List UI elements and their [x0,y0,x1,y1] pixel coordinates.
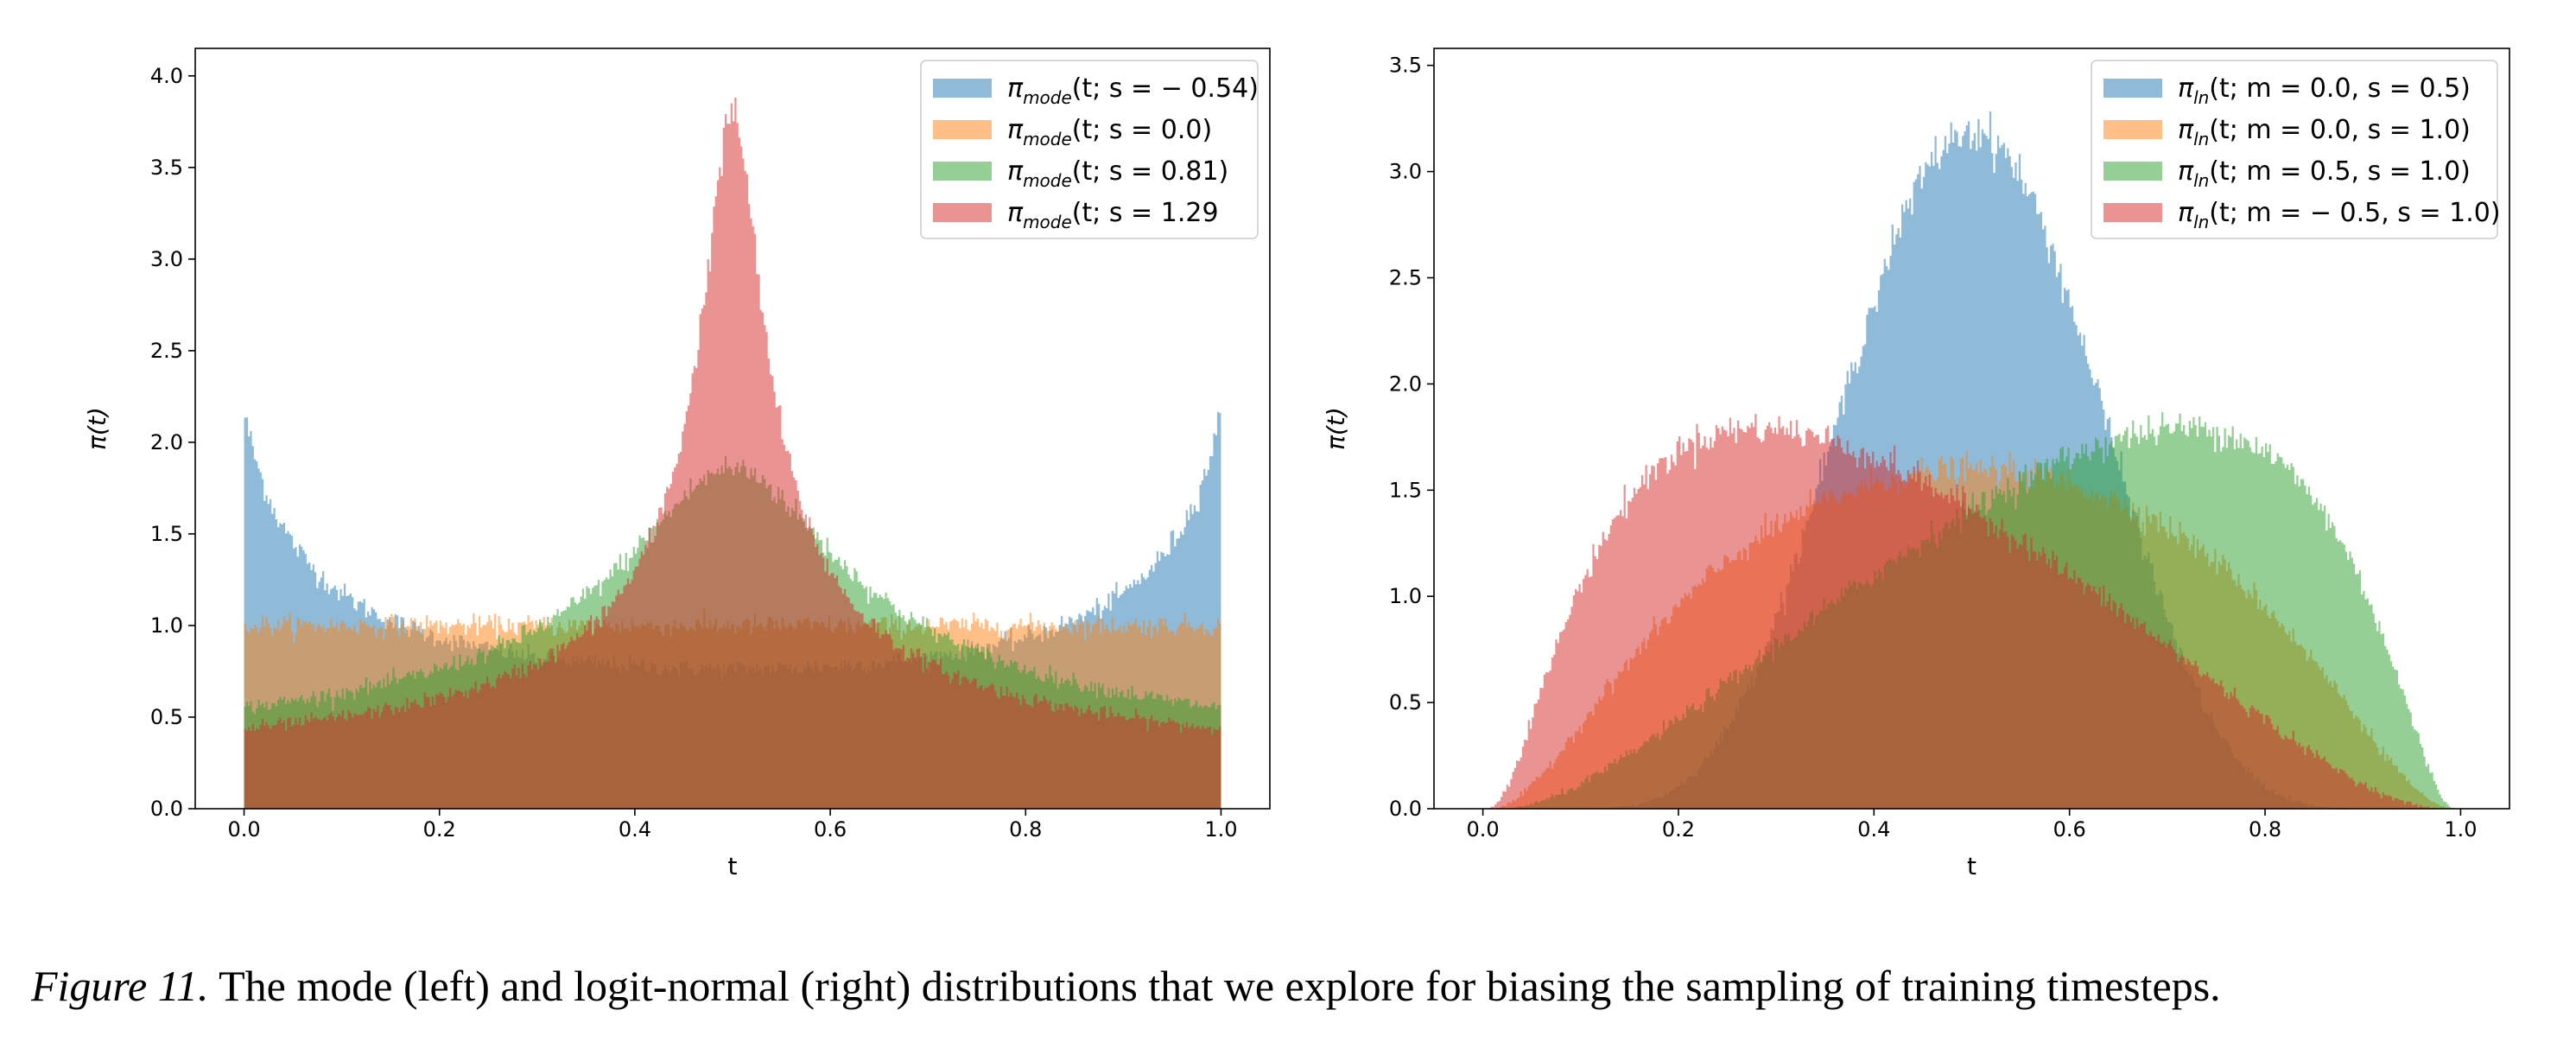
x-tick-label: 0.0 [227,817,260,842]
x-tick-label: 0.8 [2249,817,2281,842]
x-tick-label: 1.0 [1204,817,1237,842]
x-axis-label: t [1967,852,1976,880]
legend: πln(t; m = 0.0, s = 0.5) πln(t; m = 0.0, … [2091,60,2501,239]
legend-label-4: πmode(t; s = 1.29 [1007,198,1219,232]
x-tick-label: 1.0 [2444,817,2477,842]
legend-label-1: πln(t; m = 0.0, s = 0.5) [2178,73,2471,108]
x-tick-label: 0.2 [1662,817,1695,842]
legend-swatch-1 [2103,79,2162,98]
y-tick-label: 0.0 [1389,797,1422,821]
y-tick-label: 3.5 [150,156,183,180]
x-tick-label: 0.0 [1467,817,1500,842]
histogram-series-1 [1482,111,2461,809]
legend-swatch-3 [2103,162,2162,181]
legend-swatch-4 [2103,203,2162,222]
plot-frame [194,48,1271,810]
legend-box [920,60,1259,239]
y-tick-label: 0.5 [1389,690,1422,715]
x-tick-label: 0.4 [1857,817,1890,842]
y-tick-label: 1.0 [150,613,183,638]
y-tick-label: 1.5 [150,522,183,546]
x-tick-label: 0.6 [2053,817,2086,842]
figure-caption: Figure 11. The mode (left) and logit-nor… [31,961,2554,1011]
legend-swatch-1 [933,79,992,98]
y-tick-label: 0.5 [150,705,183,729]
legend-label-3: πln(t; m = 0.5, s = 1.0) [2178,156,2471,191]
chart-mode-distributions: 0.0 0.2 0.4 0.6 0.8 1.0 0.0 0.5 1.0 1.5 2.0 2.5 3.0 3… [83,48,1271,880]
legend-label-2: πmode(t; s = 0.0) [1007,115,1212,149]
x-tick-label: 0.6 [814,817,847,842]
y-tick-label: 2.0 [150,430,183,454]
legend-label-3: πmode(t; s = 0.81) [1007,156,1228,191]
histogram-series-4 [244,98,1221,809]
legend-swatch-4 [933,203,992,222]
y-tick-label: 3.5 [1389,54,1422,78]
y-tick-label: 1.5 [1389,478,1422,502]
histogram-series-4 [1482,414,2461,809]
legend-label-4: πln(t; m = − 0.5, s = 1.0) [2178,198,2501,232]
y-tick-label: 4.0 [150,64,183,88]
y-tick-label: 1.0 [1389,584,1422,608]
y-tick-label: 2.5 [150,339,183,363]
caption-label: Figure 11. [31,962,209,1010]
x-tick-label: 0.4 [619,817,651,842]
legend-label-1: πmode(t; s = − 0.54) [1007,73,1259,108]
y-tick-label: 3.0 [150,247,183,271]
y-tick-label: 3.0 [1389,160,1422,184]
x-axis-label: t [728,852,738,880]
legend-swatch-2 [933,120,992,139]
legend-swatch-2 [2103,120,2162,139]
figure-canvas: 0.0 0.2 0.4 0.6 0.8 1.0 0.0 0.5 1.0 1.5 2.0 2.5 3.0 3… [83,48,2510,880]
caption-text: The mode (left) and logit-normal (right)… [208,962,2221,1010]
x-tick-label: 0.2 [423,817,456,842]
x-tick-label: 0.8 [1009,817,1042,842]
legend: πmode(t; s = − 0.54) πmode(t; s = 0.0) πmo… [920,60,1259,239]
y-tick-label: 2.0 [1389,372,1422,396]
y-tick-label: 0.0 [150,797,183,821]
legend-swatch-3 [933,162,992,181]
y-axis-label: π(t) [1322,407,1350,450]
legend-label-2: πln(t; m = 0.0, s = 1.0) [2178,115,2471,149]
y-tick-label: 2.5 [1389,265,1422,289]
chart-logit-normal-distributions: 0.0 0.2 0.4 0.6 0.8 1.0 0.0 0.5 1.0 1.5 2.0 2.5 3.0 3… [1322,48,2510,880]
y-axis-label: π(t) [83,407,111,450]
plot-frame [1433,48,2510,810]
legend-box [2091,60,2498,239]
